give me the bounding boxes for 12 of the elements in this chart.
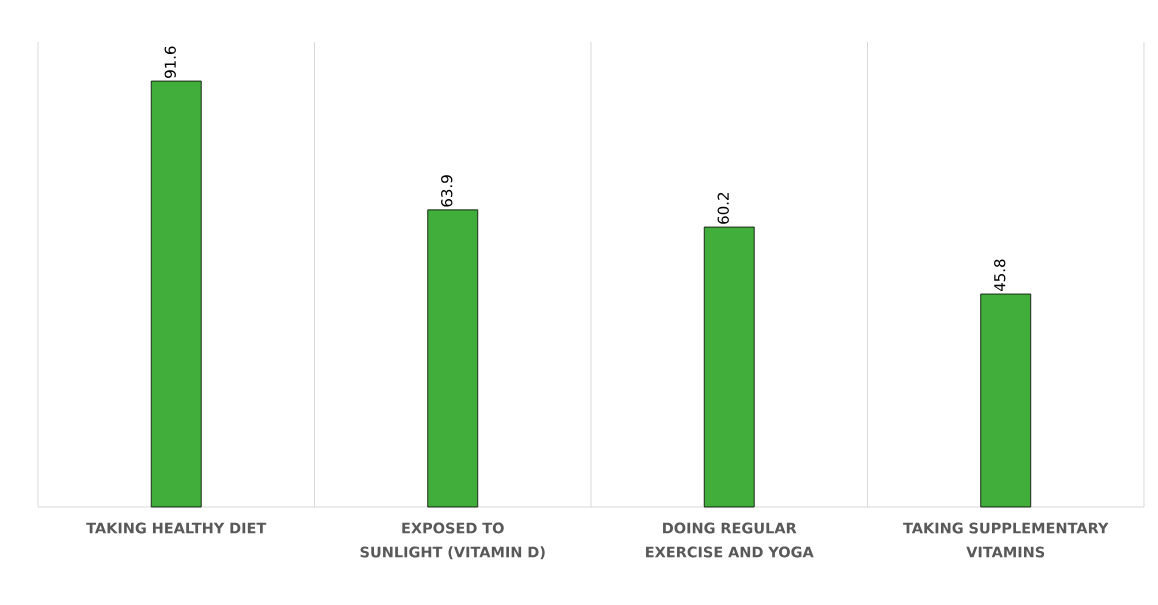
x-tick-label: TAKING HEALTHY DIET [86,522,267,534]
bar [427,209,479,508]
bar [980,293,1032,508]
data-label: 45.8 [994,259,1006,292]
data-label: 60.2 [717,192,729,224]
bar [703,226,755,508]
x-tick-label: TAKING SUPPLEMENTARY VITAMINS [903,522,1109,558]
x-tick-label: DOING REGULAR EXERCISE AND YOGA [646,522,814,558]
data-label: 63.9 [441,175,453,207]
x-tick-label: EXPOSED TO SUNLIGHT (VITAMIN D) [360,522,545,560]
bar [150,80,202,508]
data-label: 91.6 [164,46,176,78]
